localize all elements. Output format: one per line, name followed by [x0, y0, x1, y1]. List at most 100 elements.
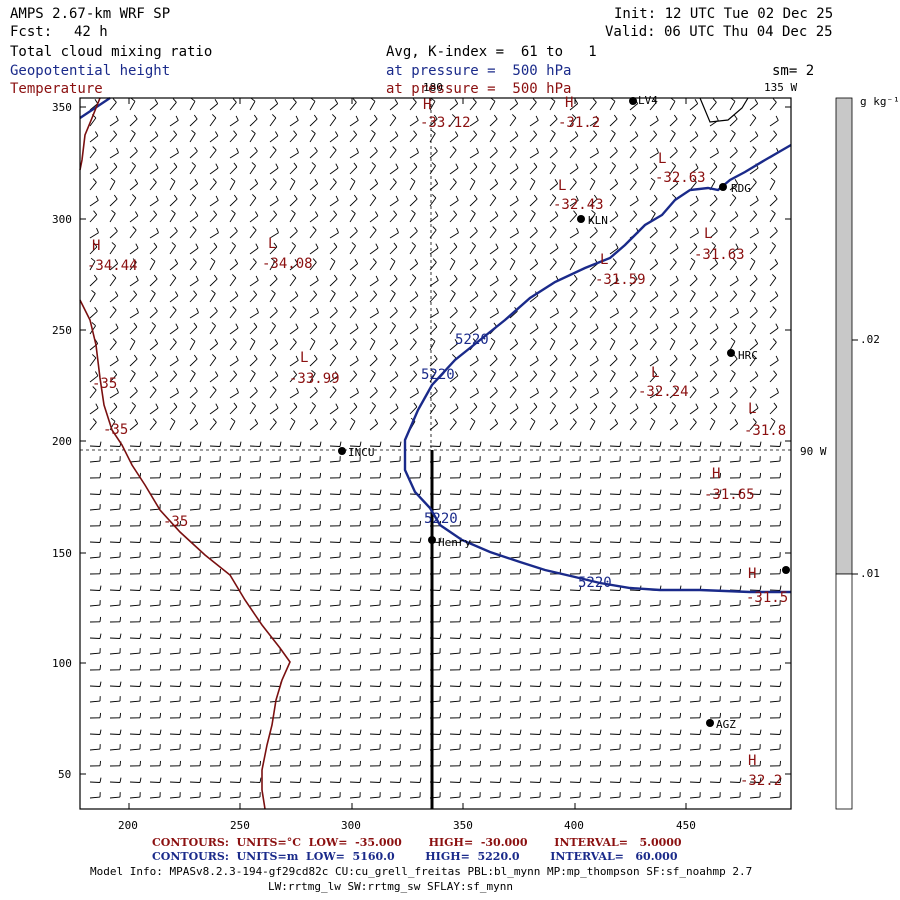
wind-barb-staff	[389, 389, 397, 399]
wind-barb-staff	[689, 445, 701, 447]
wind-barb-staff	[209, 389, 217, 399]
wind-barb-staff	[589, 733, 601, 735]
wind-barb-staff	[229, 796, 241, 799]
wind-barb-flag	[559, 633, 562, 639]
wind-barb-flag	[713, 402, 718, 408]
wind-barb-staff	[289, 134, 298, 143]
wind-barb-flag	[393, 242, 398, 248]
wind-barb-flag	[596, 147, 599, 153]
wind-barb-staff	[409, 781, 421, 783]
wind-barb-flag	[652, 338, 657, 343]
wind-barb-flag	[216, 227, 219, 233]
wind-barb-staff	[89, 278, 98, 287]
wind-barb-staff	[349, 245, 356, 255]
wind-barb-flag	[119, 472, 122, 478]
wind-barb-staff	[589, 748, 601, 751]
wind-barb-flag	[579, 441, 582, 447]
wind-barb-flag	[353, 370, 358, 375]
wind-barb-flag	[292, 306, 297, 311]
x-tick-label: 450	[676, 819, 696, 832]
wind-barb-staff	[349, 508, 361, 511]
wind-barb-flag	[379, 729, 382, 735]
wind-barb-flag	[311, 402, 316, 407]
wind-barb-flag	[599, 664, 602, 670]
wind-barb-flag	[213, 242, 218, 248]
wind-barb-staff	[129, 652, 141, 655]
wind-barb-flag	[579, 489, 582, 495]
wind-barb-flag	[235, 323, 239, 329]
wind-barb-flag	[332, 178, 337, 183]
wind-barb-flag	[393, 210, 398, 215]
wind-barb-flag	[379, 585, 382, 591]
wind-barb-staff	[229, 637, 241, 639]
wind-barb-flag	[719, 681, 722, 687]
colorbar-level: .01	[860, 567, 880, 580]
wind-barb-staff	[149, 357, 157, 367]
wind-barb-staff	[309, 358, 318, 367]
wind-barb-staff	[209, 214, 218, 223]
wind-barb-flag	[719, 760, 722, 766]
wind-barb-staff	[229, 295, 239, 303]
wind-barb-flag	[779, 520, 782, 526]
wind-barb-flag	[499, 520, 502, 526]
wind-barb-flag	[775, 115, 779, 121]
wind-barb-staff	[449, 375, 459, 383]
wind-barb-staff	[529, 589, 541, 591]
wind-barb-staff	[289, 166, 298, 175]
wind-barb-staff	[509, 508, 521, 511]
wind-barb-staff	[689, 214, 698, 223]
wind-barb-staff	[509, 103, 518, 111]
wind-barb-staff	[389, 422, 397, 431]
wind-barb-staff	[229, 327, 239, 335]
wind-barb-staff	[249, 556, 261, 559]
wind-barb-staff	[449, 246, 458, 255]
wind-barb-flag	[431, 129, 436, 134]
wind-barb-flag	[155, 131, 159, 137]
wind-barb-flag	[373, 322, 378, 328]
wind-barb-staff	[409, 556, 421, 559]
y-tick-label: 350	[52, 101, 72, 114]
wind-barb-flag	[239, 664, 242, 670]
wind-barb-flag	[214, 306, 218, 312]
wind-barb-flag	[711, 209, 716, 214]
wind-barb-staff	[249, 460, 261, 463]
wind-barb-staff	[729, 405, 736, 415]
wind-barb-staff	[189, 733, 201, 735]
wind-barb-staff	[549, 493, 561, 495]
wind-barb-staff	[529, 213, 536, 223]
wind-barb-staff	[129, 133, 136, 143]
wind-barb-flag	[659, 729, 662, 735]
wind-barb-flag	[415, 355, 419, 361]
wind-barb-staff	[109, 198, 118, 207]
wind-barb-flag	[639, 489, 642, 495]
wind-barb-flag	[675, 243, 679, 249]
wind-barb-flag	[459, 729, 462, 735]
wind-barb-flag	[571, 289, 576, 294]
temp-center-value: -31.65	[704, 487, 755, 503]
wind-barb-staff	[149, 389, 157, 399]
wind-barb-flag	[110, 177, 116, 182]
wind-barb-flag	[299, 777, 302, 783]
height-contour-label: 5220	[578, 575, 612, 591]
wind-barb-flag	[171, 274, 177, 279]
wind-barb-flag	[773, 402, 778, 408]
wind-barb-flag	[99, 681, 102, 687]
wind-barb-staff	[549, 733, 561, 735]
wind-barb-flag	[135, 275, 139, 281]
wind-barb-flag	[619, 681, 622, 687]
wind-barb-staff	[749, 389, 757, 399]
temp-center-value: -31.59	[595, 272, 646, 288]
wind-barb-staff	[289, 120, 299, 127]
coastline	[699, 97, 749, 123]
wind-barb-flag	[419, 441, 422, 447]
wind-barb-flag	[331, 114, 337, 119]
wind-barb-staff	[289, 493, 301, 495]
wind-barb-flag	[395, 163, 399, 169]
wind-barb-staff	[409, 134, 418, 143]
wind-barb-staff	[369, 781, 381, 783]
wind-barb-flag	[173, 194, 178, 200]
wind-barb-flag	[599, 568, 602, 574]
wind-barb-flag	[693, 210, 698, 215]
wind-barb-staff	[629, 200, 639, 207]
wind-barb-flag	[279, 777, 282, 783]
